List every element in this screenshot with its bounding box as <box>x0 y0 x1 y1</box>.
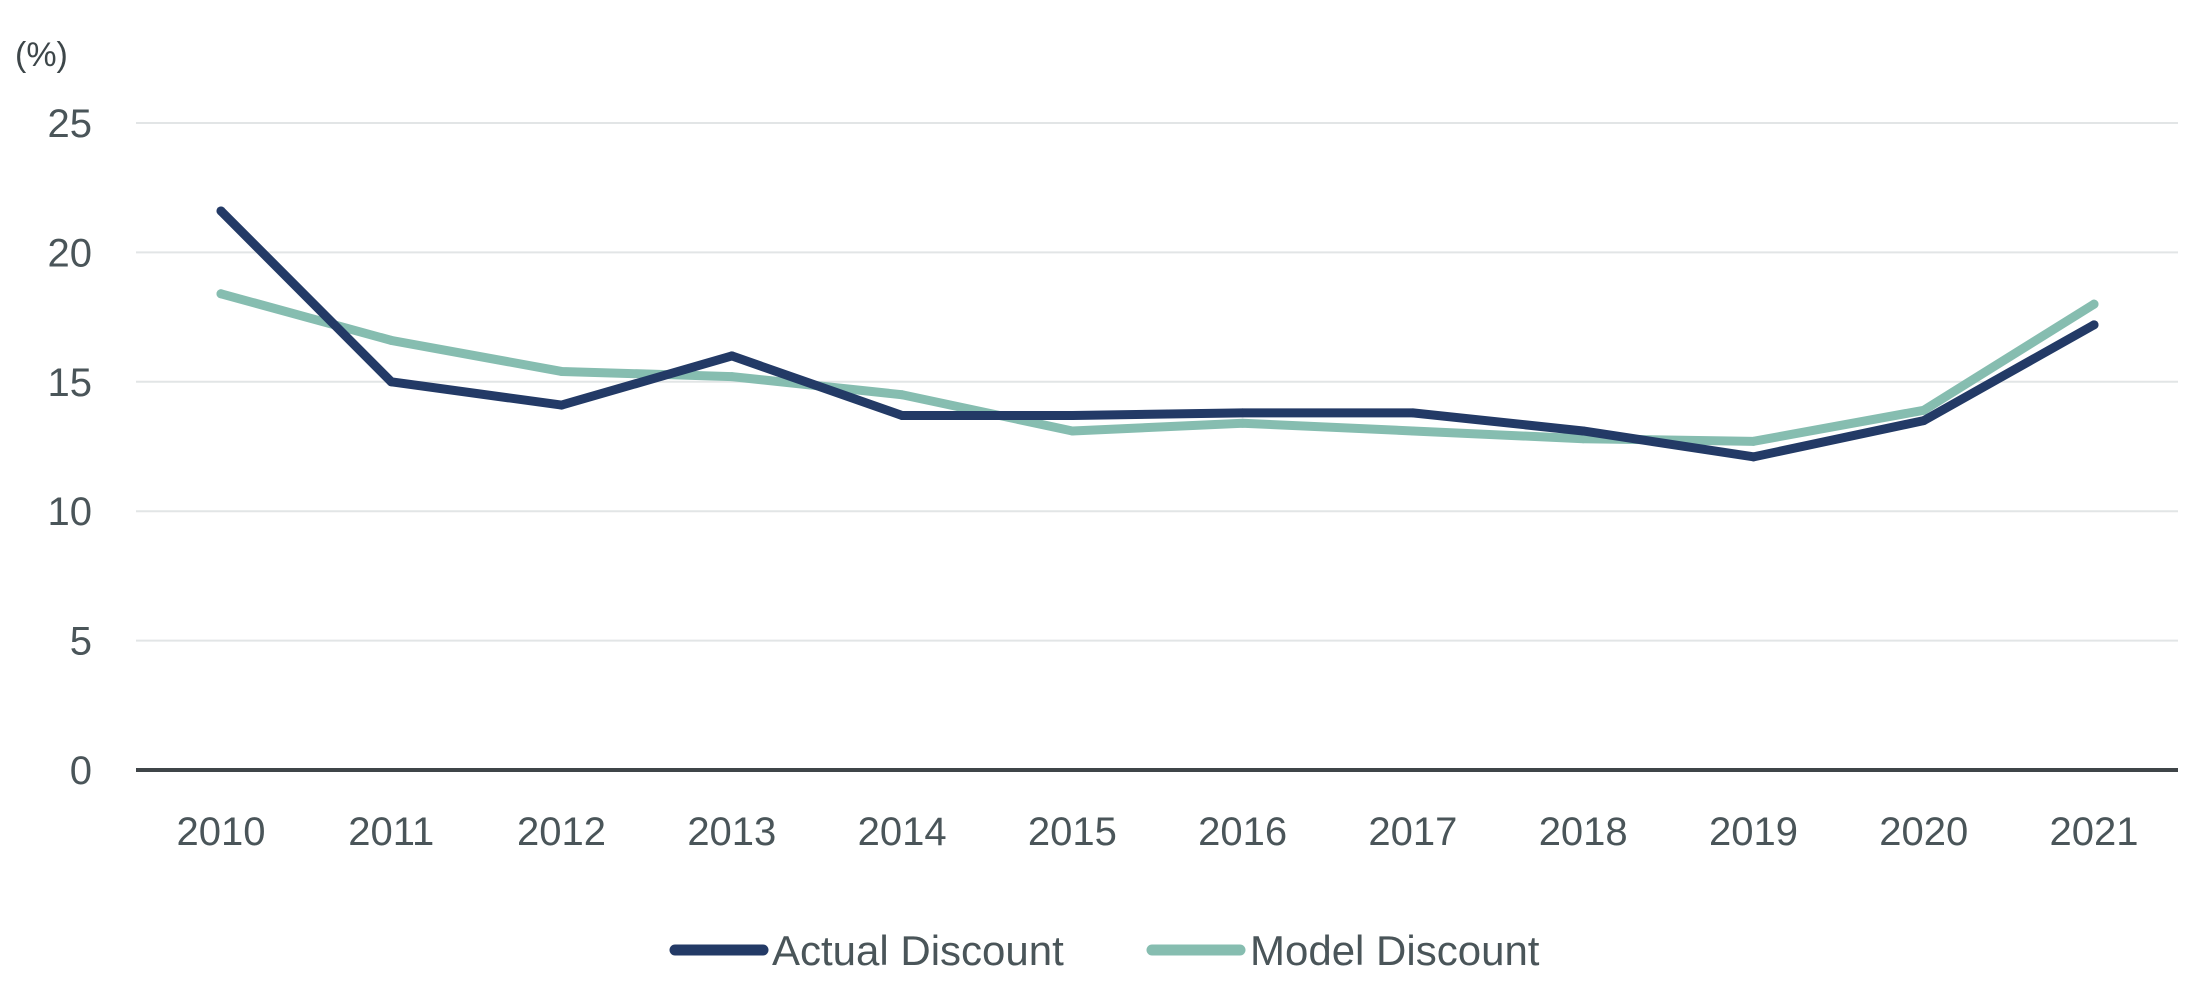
x-tick-label: 2012 <box>517 810 606 854</box>
x-tick-label: 2020 <box>1879 810 1968 854</box>
data-point <box>1748 452 1758 462</box>
data-point <box>216 289 226 299</box>
data-point <box>1408 426 1418 436</box>
x-tick-label: 2010 <box>177 810 266 854</box>
data-point <box>1238 418 1248 428</box>
y-tick-label: 25 <box>48 102 93 146</box>
y-tick-label: 5 <box>70 620 92 664</box>
x-tick-label: 2017 <box>1368 810 1457 854</box>
data-point <box>727 351 737 361</box>
data-point <box>727 372 737 382</box>
x-tick-label: 2021 <box>2050 810 2139 854</box>
data-point <box>1748 436 1758 446</box>
series-model-discount <box>216 289 2099 446</box>
data-point <box>1919 416 1929 426</box>
data-point <box>216 206 226 216</box>
y-axis-unit-label: (%) <box>15 36 68 74</box>
data-point <box>1408 408 1418 418</box>
x-tick-label: 2011 <box>348 810 434 854</box>
y-tick-label: 20 <box>48 231 93 275</box>
series-line-model-discount <box>216 289 2099 446</box>
legend: Actual Discount Model Discount <box>669 927 1540 974</box>
data-point <box>897 390 907 400</box>
data-point <box>1067 426 1077 436</box>
data-point <box>2089 320 2099 330</box>
gridlines <box>136 122 2178 642</box>
x-axis-ticks: 2010 2011 2012 2013 2014 2015 2016 2017 2018 2019… <box>177 810 2139 854</box>
x-tick-label: 2015 <box>1028 810 1117 854</box>
y-tick-label: 10 <box>48 490 93 534</box>
data-point <box>1238 408 1248 418</box>
series-lines <box>216 206 2099 462</box>
data-point <box>557 400 567 410</box>
data-point <box>1919 405 1929 415</box>
data-point <box>1067 410 1077 420</box>
x-tick-label: 2013 <box>687 810 776 854</box>
data-point <box>386 335 396 345</box>
x-tick-label: 2018 <box>1539 810 1628 854</box>
legend-label-model-discount: Model Discount <box>1250 927 1540 974</box>
x-tick-label: 2019 <box>1709 810 1798 854</box>
data-point <box>897 410 907 420</box>
y-tick-label: 0 <box>70 749 92 793</box>
data-point <box>386 377 396 387</box>
data-point <box>557 366 567 376</box>
legend-label-actual-discount: Actual Discount <box>772 927 1064 974</box>
y-tick-label: 15 <box>48 361 93 405</box>
series-line-actual-discount <box>216 206 2099 462</box>
data-point <box>2089 299 2099 309</box>
data-point <box>1578 426 1588 436</box>
x-tick-label: 2014 <box>858 810 947 854</box>
y-axis-ticks: 0 5 10 15 20 25 <box>48 102 93 793</box>
data-point <box>1578 434 1588 444</box>
series-actual-discount <box>216 206 2099 462</box>
x-tick-label: 2016 <box>1198 810 1287 854</box>
